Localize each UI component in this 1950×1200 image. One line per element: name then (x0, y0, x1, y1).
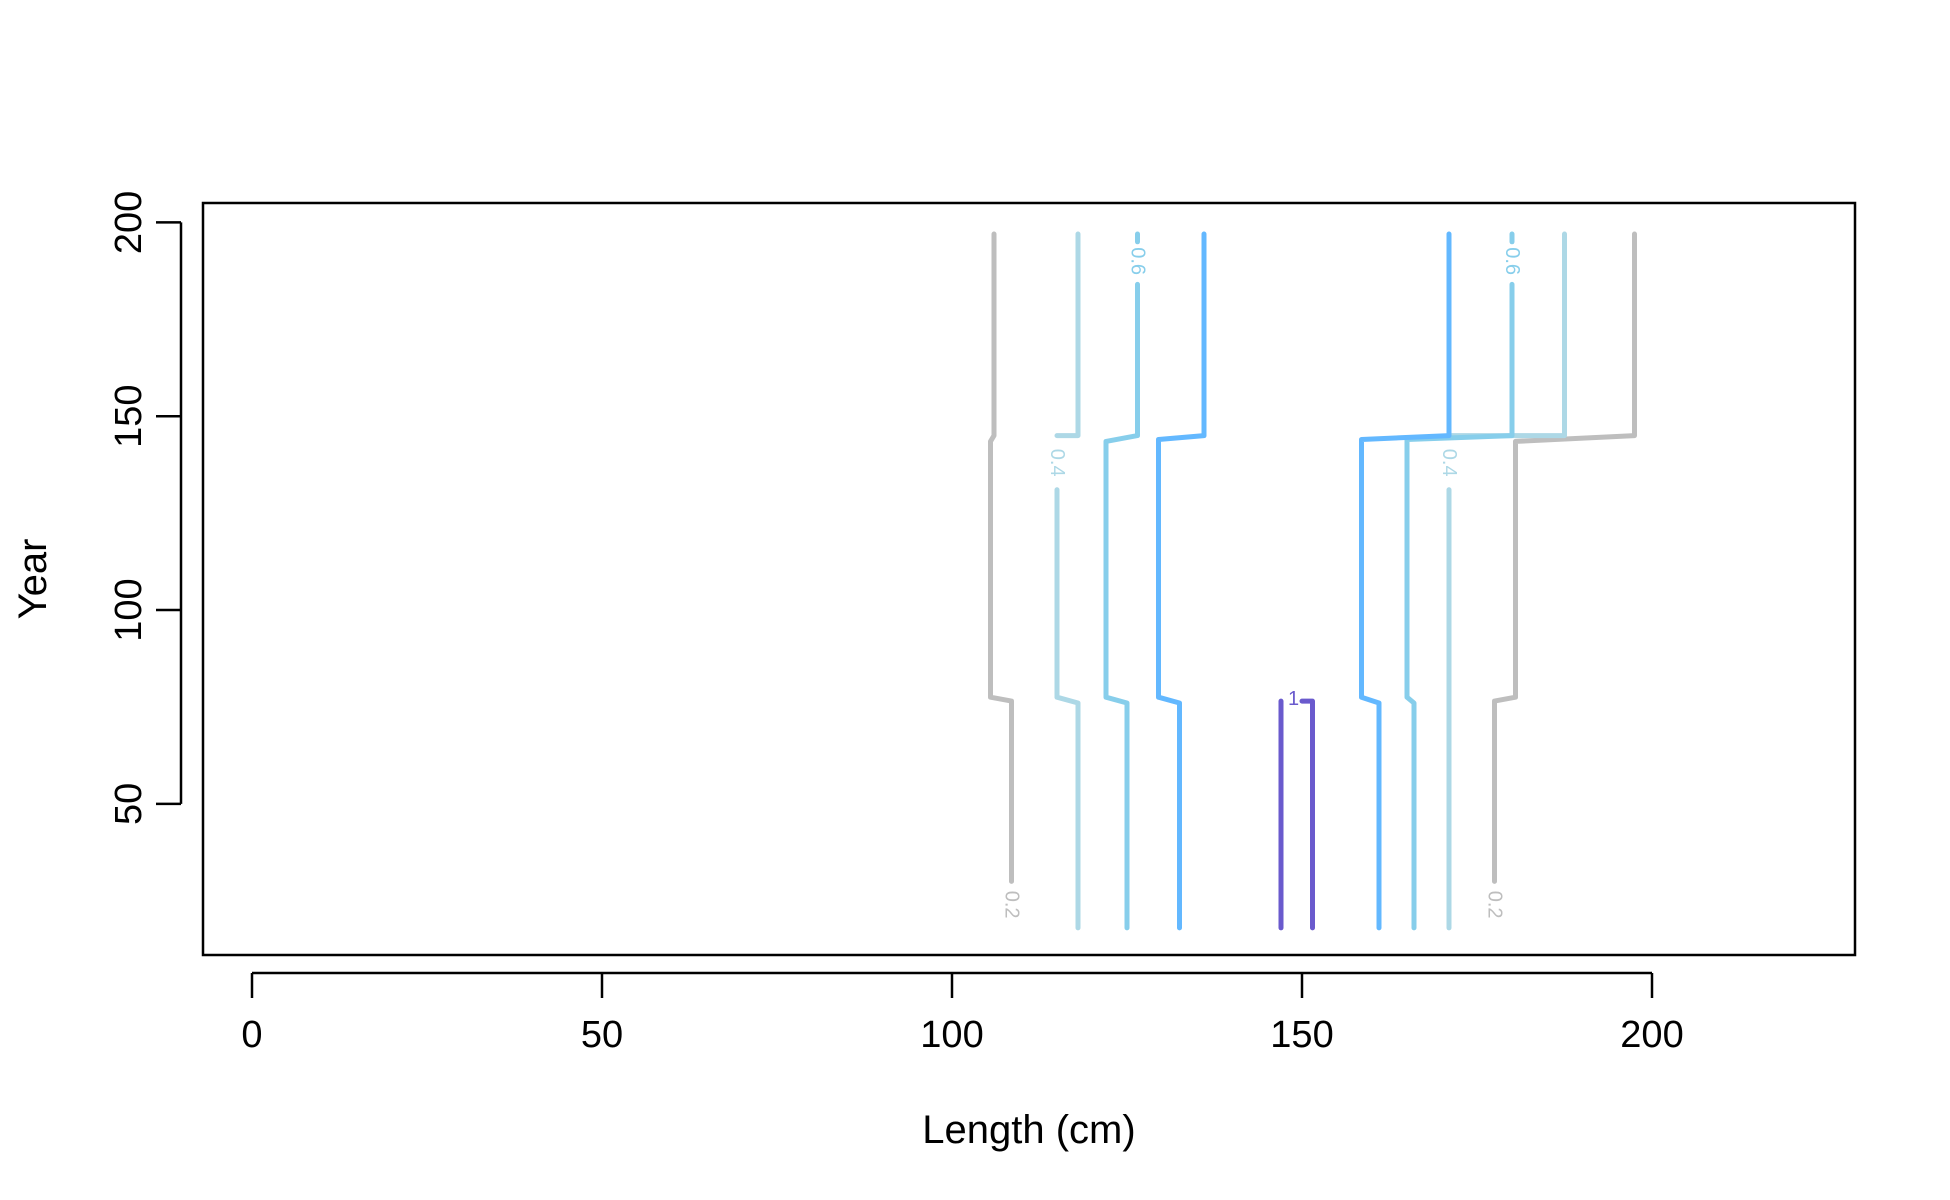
x-tick-label: 200 (1620, 1014, 1683, 1056)
contour-line-0-8-2 (1359, 231, 1452, 931)
x-axis: 0 50 100 150 200 (241, 971, 1684, 1056)
contour-label-0-6: 0.6 (1501, 247, 1523, 275)
contour-line-0-2-1 (988, 231, 1014, 884)
contour-label-0-6: 0.6 (1127, 247, 1149, 275)
contour-label-0-2: 0.2 (1001, 891, 1023, 919)
x-tick-label: 0 (241, 1014, 262, 1056)
contour-labels: 0.2 0.2 0.4 0.4 0.6 0.6 1 (1001, 247, 1524, 918)
y-tick-label: 100 (108, 578, 150, 641)
contour-line-1-2 (1299, 698, 1315, 931)
x-tick-label: 100 (920, 1014, 983, 1056)
contour-line-0-4-2 (1054, 231, 1081, 439)
contour-line-0-8-1 (1156, 231, 1207, 931)
contour-line-0-2-2 (1492, 231, 1637, 884)
contour-line-0-6-3 (1404, 281, 1515, 931)
plot-frame (201, 201, 1857, 957)
contour-line-0-4-1 (1054, 487, 1081, 931)
contour-label-1: 1 (1288, 688, 1299, 710)
y-axis-title: Year (11, 539, 55, 620)
x-axis-title: Length (cm) (922, 1108, 1135, 1152)
contour-label-0-2: 0.2 (1484, 891, 1506, 919)
x-tick-label: 150 (1270, 1014, 1333, 1056)
contour-line-0-6-1 (1103, 281, 1140, 931)
contour-label-0-4: 0.4 (1438, 449, 1460, 477)
contour-label-0-4: 0.4 (1046, 449, 1068, 477)
y-tick-label: 50 (108, 783, 150, 825)
y-tick-label: 200 (108, 191, 150, 254)
contour-lines (988, 231, 1637, 931)
y-tick-label: 150 (108, 384, 150, 447)
y-axis: 50 100 150 200 (108, 191, 183, 825)
x-tick-label: 50 (581, 1014, 623, 1056)
